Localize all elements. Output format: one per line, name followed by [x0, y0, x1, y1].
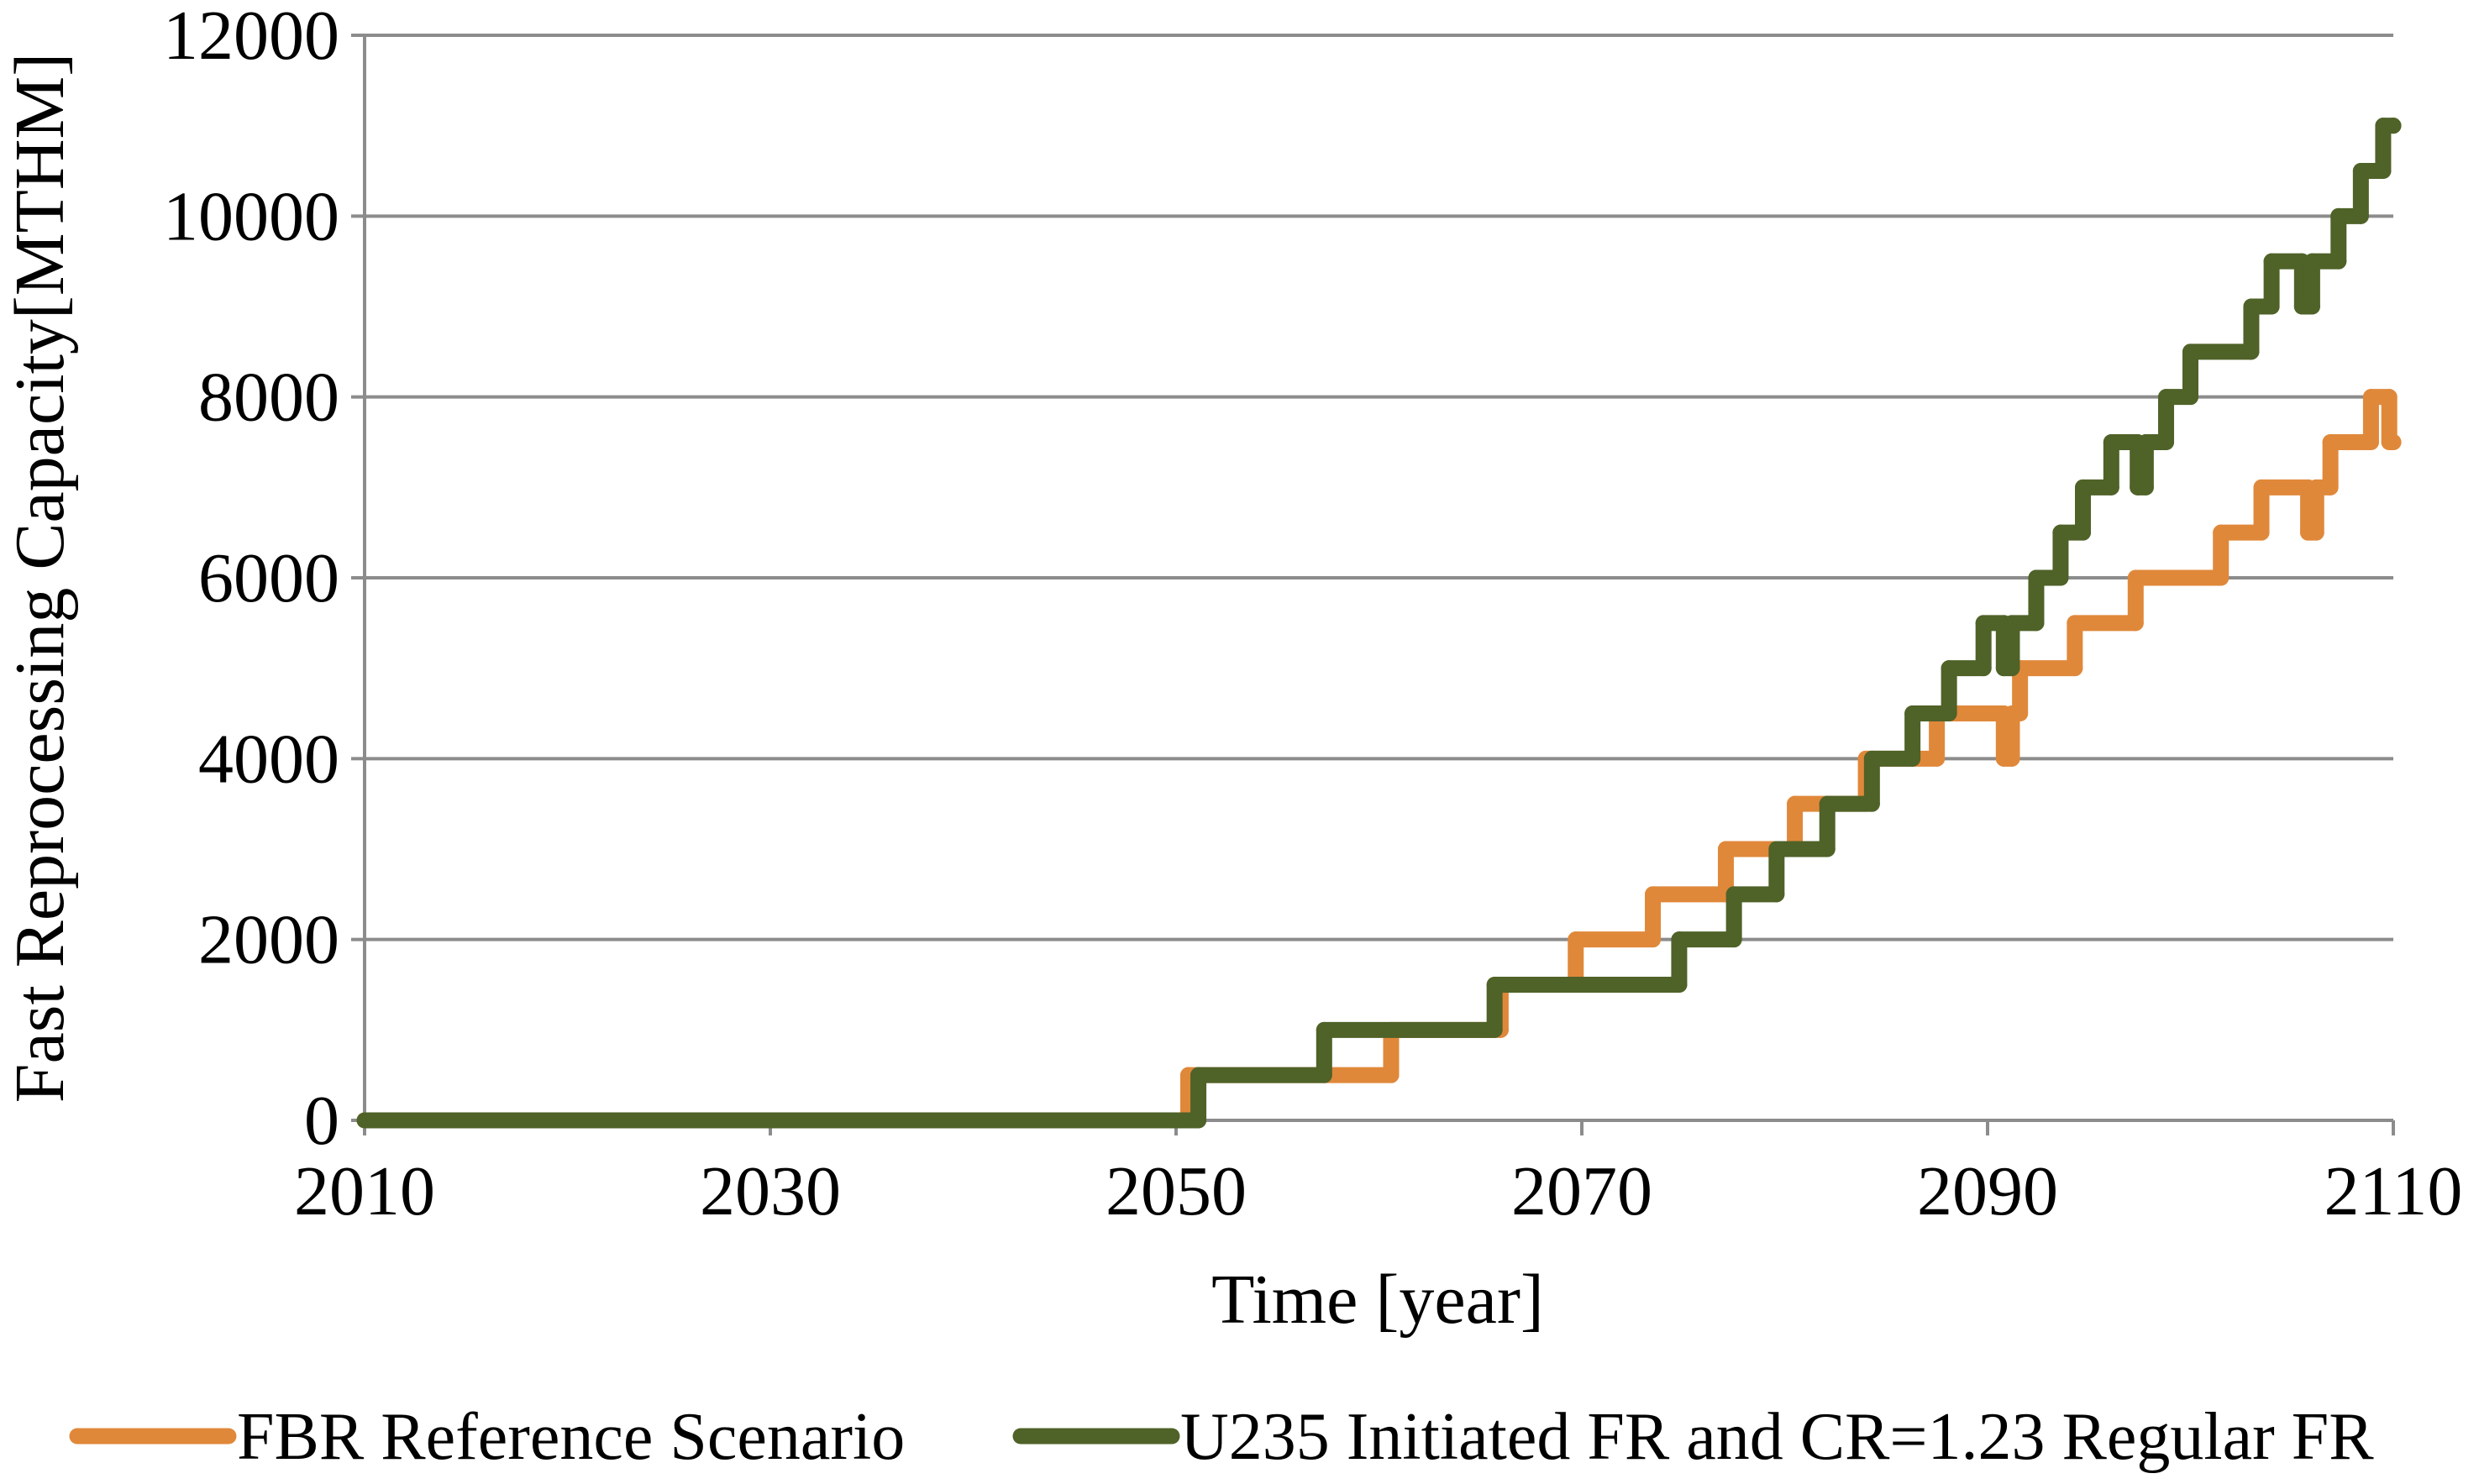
x-axis-title: Time [year]: [1211, 1261, 1544, 1339]
legend-label: FBR Reference Scenario: [237, 1400, 905, 1474]
x-tick-label: 2070: [1511, 1152, 1652, 1230]
y-tick-label: 0: [304, 1082, 339, 1160]
y-axis-title: Fast Reprocessing Capacity[MTHM]: [1, 53, 79, 1103]
x-tick-label: 2010: [294, 1152, 435, 1230]
x-tick-label: 2110: [2324, 1152, 2463, 1230]
y-tick-label: 6000: [198, 539, 339, 617]
y-tick-label: 4000: [198, 720, 339, 798]
x-tick-label: 2050: [1106, 1152, 1247, 1230]
y-tick-label: 8000: [198, 359, 339, 437]
y-tick-label: 12000: [163, 0, 339, 75]
x-tick-label: 2030: [700, 1152, 841, 1230]
legend-label: U235 Initiated FR and CR=1.23 Regular FR: [1180, 1400, 2374, 1474]
y-tick-label: 10000: [163, 177, 339, 255]
y-tick-label: 2000: [198, 901, 339, 979]
x-tick-label: 2090: [1917, 1152, 2058, 1230]
